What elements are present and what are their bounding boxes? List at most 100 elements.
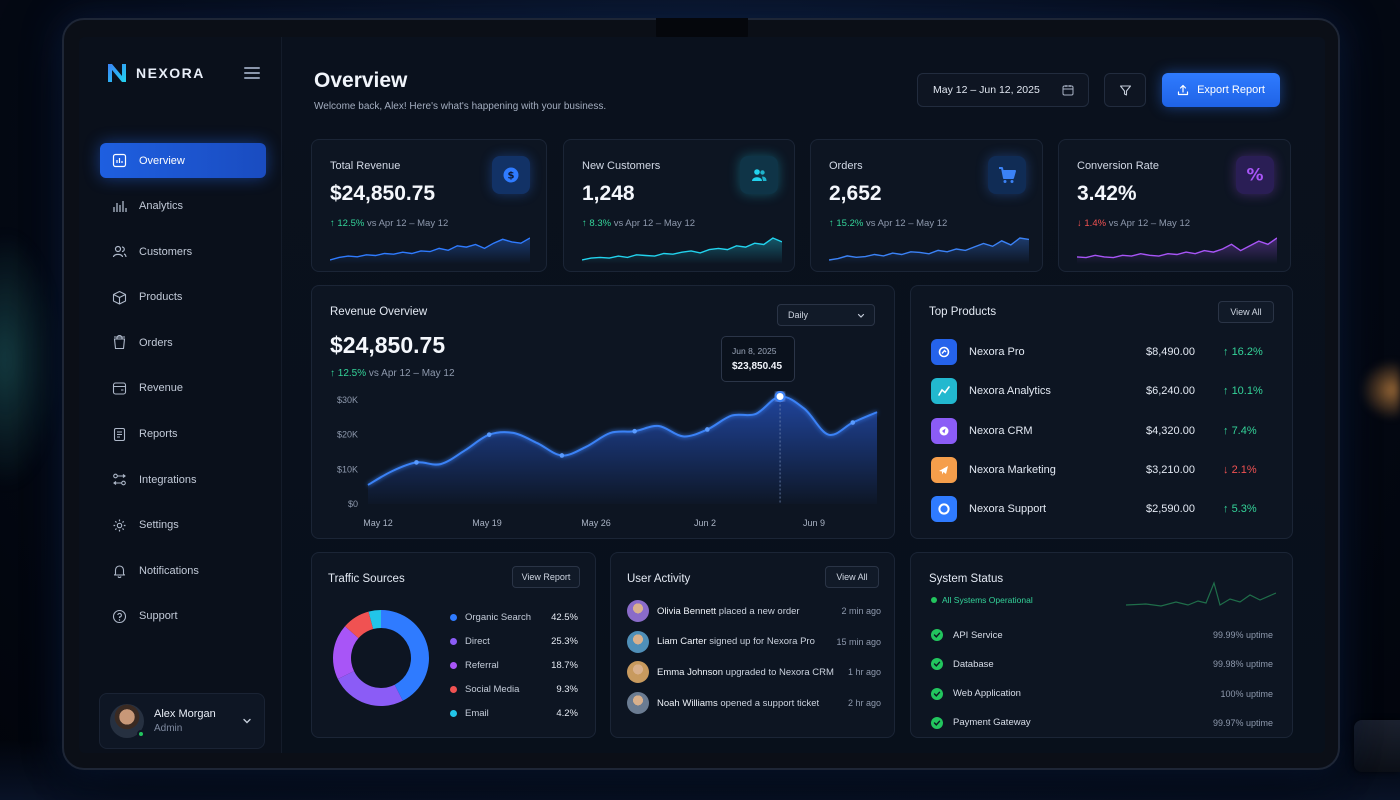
legend-value: 42.5% [551, 611, 578, 623]
avatar [110, 704, 145, 738]
top-products-view-all-button[interactable]: View All [1218, 301, 1274, 323]
dashboard-screen: NEXORA Overview Analytics Customers Product… [79, 37, 1325, 753]
activity-item[interactable]: Olivia Bennett placed a new order 2 min … [627, 599, 881, 623]
kpi-sparkline [330, 237, 530, 264]
kpi-card-orders: Orders 2,652 ↑ 15.2% vs Apr 12 – May 12 [810, 139, 1043, 272]
kpi-value: 3.42% [1077, 182, 1137, 205]
activity-item[interactable]: Noah Williams opened a support ticket 2 … [627, 691, 881, 715]
sidebar-item-support[interactable]: Support [100, 599, 266, 634]
legend-label: Organic Search [465, 611, 532, 623]
background-lamp [1360, 360, 1400, 420]
integrations-icon [112, 472, 127, 487]
data-point [414, 460, 419, 465]
sidebar: NEXORA Overview Analytics Customers Product… [79, 37, 282, 753]
product-delta: ↑ 16.2% [1223, 346, 1263, 358]
traffic-legend-item: Direct 25.3% [450, 629, 578, 653]
legend-value: 18.7% [551, 659, 578, 671]
product-revenue: $4,320.00 [1146, 424, 1195, 437]
system-health-sparkline [1126, 581, 1276, 607]
product-delta: ↑ 10.1% [1223, 385, 1263, 398]
x-tick-label: May 12 [363, 518, 393, 528]
product-row[interactable]: Nexora Support $2,590.00 ↑ 5.3% [931, 495, 1276, 523]
product-revenue: $3,210.00 [1146, 463, 1195, 476]
donut-slice [333, 626, 359, 679]
traffic-legend-item: Organic Search 42.5% [450, 605, 578, 629]
product-row[interactable]: Nexora Analytics $6,240.00 ↑ 10.1% [931, 377, 1276, 405]
donut-slice [337, 671, 403, 706]
user-role: Admin [154, 723, 183, 734]
svg-text:%: % [1246, 166, 1263, 186]
product-delta: ↑ 5.3% [1223, 503, 1257, 516]
product-row[interactable]: Nexora Marketing $3,210.00 ↓ 2.1% [931, 456, 1276, 484]
support-icon [112, 609, 127, 624]
kpi-sparkline [1077, 237, 1277, 264]
data-point [850, 420, 856, 425]
traffic-sources-title: Traffic Sources [328, 573, 405, 585]
sidebar-item-label: Products [139, 291, 183, 304]
sidebar-item-label: Settings [139, 519, 179, 532]
sidebar-item-reports[interactable]: Reports [100, 417, 266, 452]
kpi-card-total-revenue: Total Revenue $24,850.75 ↑ 12.5% vs Apr … [311, 139, 547, 272]
revenue-overview-card: Revenue Overview Daily $24,850.75 ↑ 12.5… [311, 285, 895, 539]
monitor: NEXORA Overview Analytics Customers Product… [62, 18, 1340, 770]
filter-button[interactable] [1104, 73, 1146, 107]
sidebar-item-label: Overview [139, 154, 185, 167]
activity-item[interactable]: Liam Carter signed up for Nexora Pro 15 … [627, 630, 881, 654]
period-select[interactable]: Daily [777, 304, 875, 326]
page-subtitle: Welcome back, Alex! Here's what's happen… [314, 101, 607, 112]
donut-slice [344, 611, 374, 639]
y-tick-label: $30K [337, 395, 358, 405]
x-tick-label: May 26 [581, 518, 611, 528]
view-report-button[interactable]: View Report [512, 566, 580, 588]
service-name: API Service [953, 629, 1003, 641]
avatar [627, 661, 649, 684]
activity-view-all-button[interactable]: View All [825, 566, 879, 588]
activity-text: Olivia Bennett placed a new order [657, 605, 800, 617]
legend-swatch [450, 613, 457, 621]
sidebar-item-overview[interactable]: Overview [100, 143, 266, 178]
sidebar-nav: Overview Analytics Customers Products Orders… [100, 143, 266, 645]
user-activity-card: User Activity View All Olivia Bennett pl… [610, 552, 895, 738]
data-point [632, 428, 637, 434]
sidebar-item-notifications[interactable]: Notifications [100, 553, 266, 588]
system-service-row: API Service 99.99% uptime [931, 625, 1273, 645]
product-logo-icon [931, 378, 957, 405]
chevron-down-icon[interactable] [242, 716, 252, 726]
dollar-icon: $ [492, 156, 530, 194]
activity-time: 1 hr ago [847, 667, 881, 678]
sidebar-item-settings[interactable]: Settings [100, 508, 266, 543]
sidebar-item-integrations[interactable]: Integrations [100, 462, 266, 497]
top-products-title: Top Products [929, 306, 997, 318]
traffic-donut-chart [333, 610, 429, 706]
service-name: Web Application [953, 688, 1021, 700]
legend-label: Direct [465, 635, 490, 647]
check-circle-icon [931, 629, 943, 641]
sidebar-item-orders[interactable]: Orders [100, 325, 266, 360]
activity-time: 15 min ago [836, 636, 881, 647]
product-row[interactable]: Nexora CRM $4,320.00 ↑ 7.4% [931, 417, 1276, 445]
chart-tooltip: Jun 8, 2025 $23,850.45 [721, 336, 795, 382]
sidebar-item-products[interactable]: Products [100, 280, 266, 315]
service-uptime: 100% uptime [1220, 688, 1273, 699]
data-point [705, 427, 710, 432]
activity-item[interactable]: Emma Johnson upgraded to Nexora CRM 1 hr… [627, 660, 881, 684]
product-name: Nexora CRM [969, 424, 1033, 437]
legend-swatch [450, 637, 457, 645]
reports-icon [112, 427, 127, 442]
legend-swatch [450, 661, 457, 669]
product-row[interactable]: Nexora Pro $8,490.00 ↑ 16.2% [931, 338, 1276, 366]
sidebar-item-customers[interactable]: Customers [100, 234, 266, 269]
tooltip-date: Jun 8, 2025 [732, 346, 777, 356]
sidebar-item-revenue[interactable]: Revenue [100, 371, 266, 406]
system-status-card: System Status All Systems Operational AP… [910, 552, 1293, 738]
export-report-button[interactable]: Export Report [1162, 73, 1280, 107]
activity-time: 2 min ago [841, 606, 881, 616]
menu-toggle-icon[interactable] [244, 67, 260, 79]
avatar [627, 630, 649, 653]
date-range-picker[interactable]: May 12 – Jun 12, 2025 [917, 73, 1089, 107]
product-logo-icon [931, 417, 957, 444]
user-profile-card[interactable]: Alex Morgan Admin [99, 693, 265, 749]
brand-logo[interactable]: NEXORA [106, 62, 205, 84]
sidebar-item-analytics[interactable]: Analytics [100, 189, 266, 224]
kpi-card-new-customers: New Customers 1,248 ↑ 8.3% vs Apr 12 – M… [563, 139, 795, 272]
